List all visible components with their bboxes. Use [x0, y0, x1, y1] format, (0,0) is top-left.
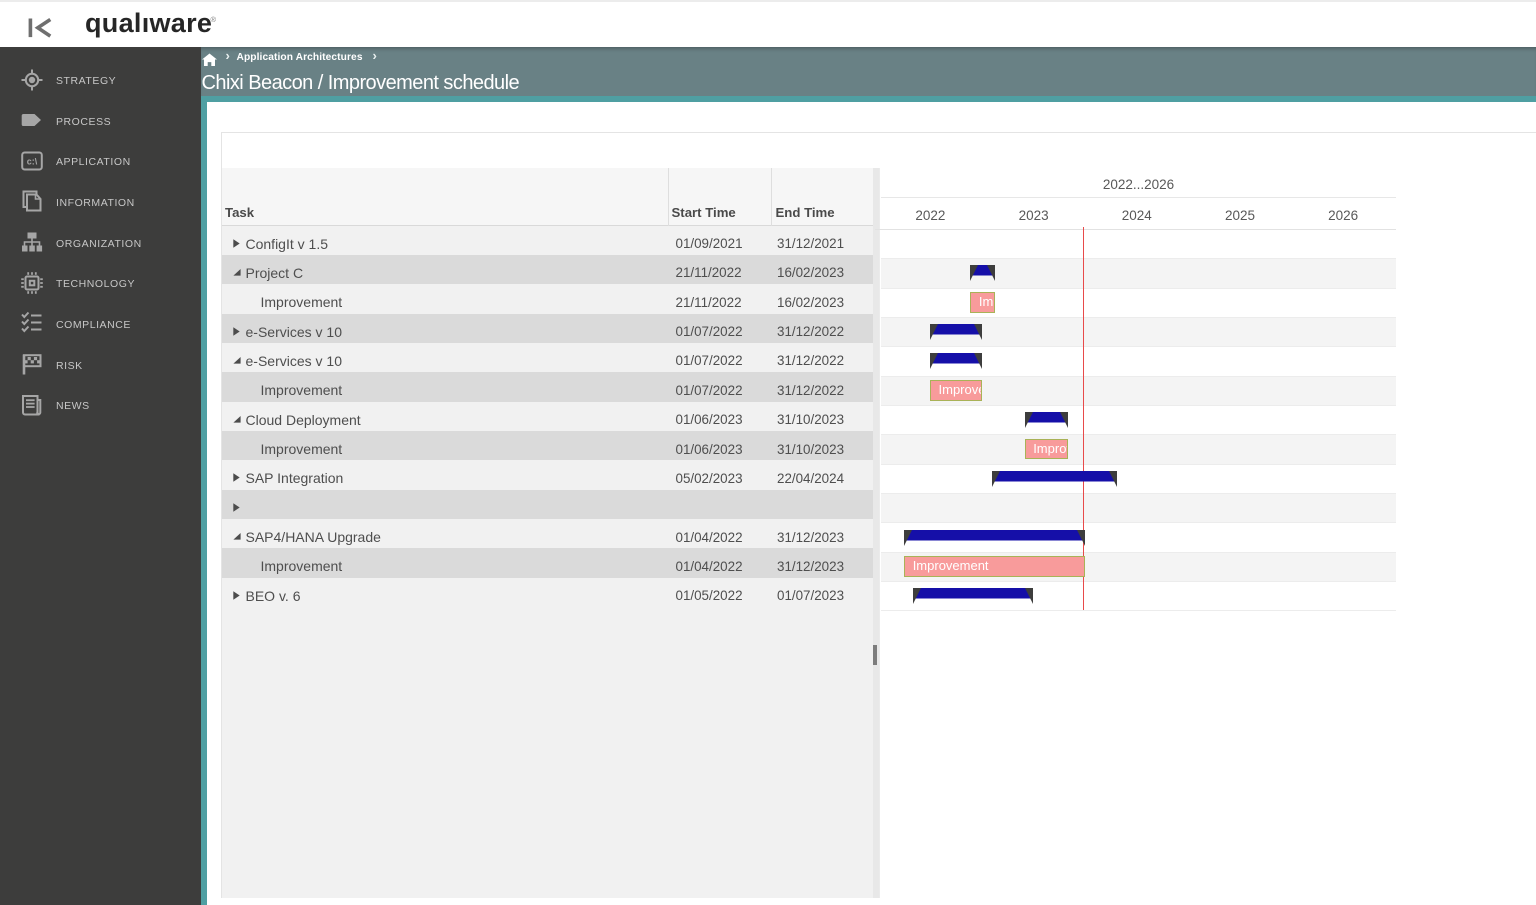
- svg-text:c:\: c:\: [27, 156, 38, 166]
